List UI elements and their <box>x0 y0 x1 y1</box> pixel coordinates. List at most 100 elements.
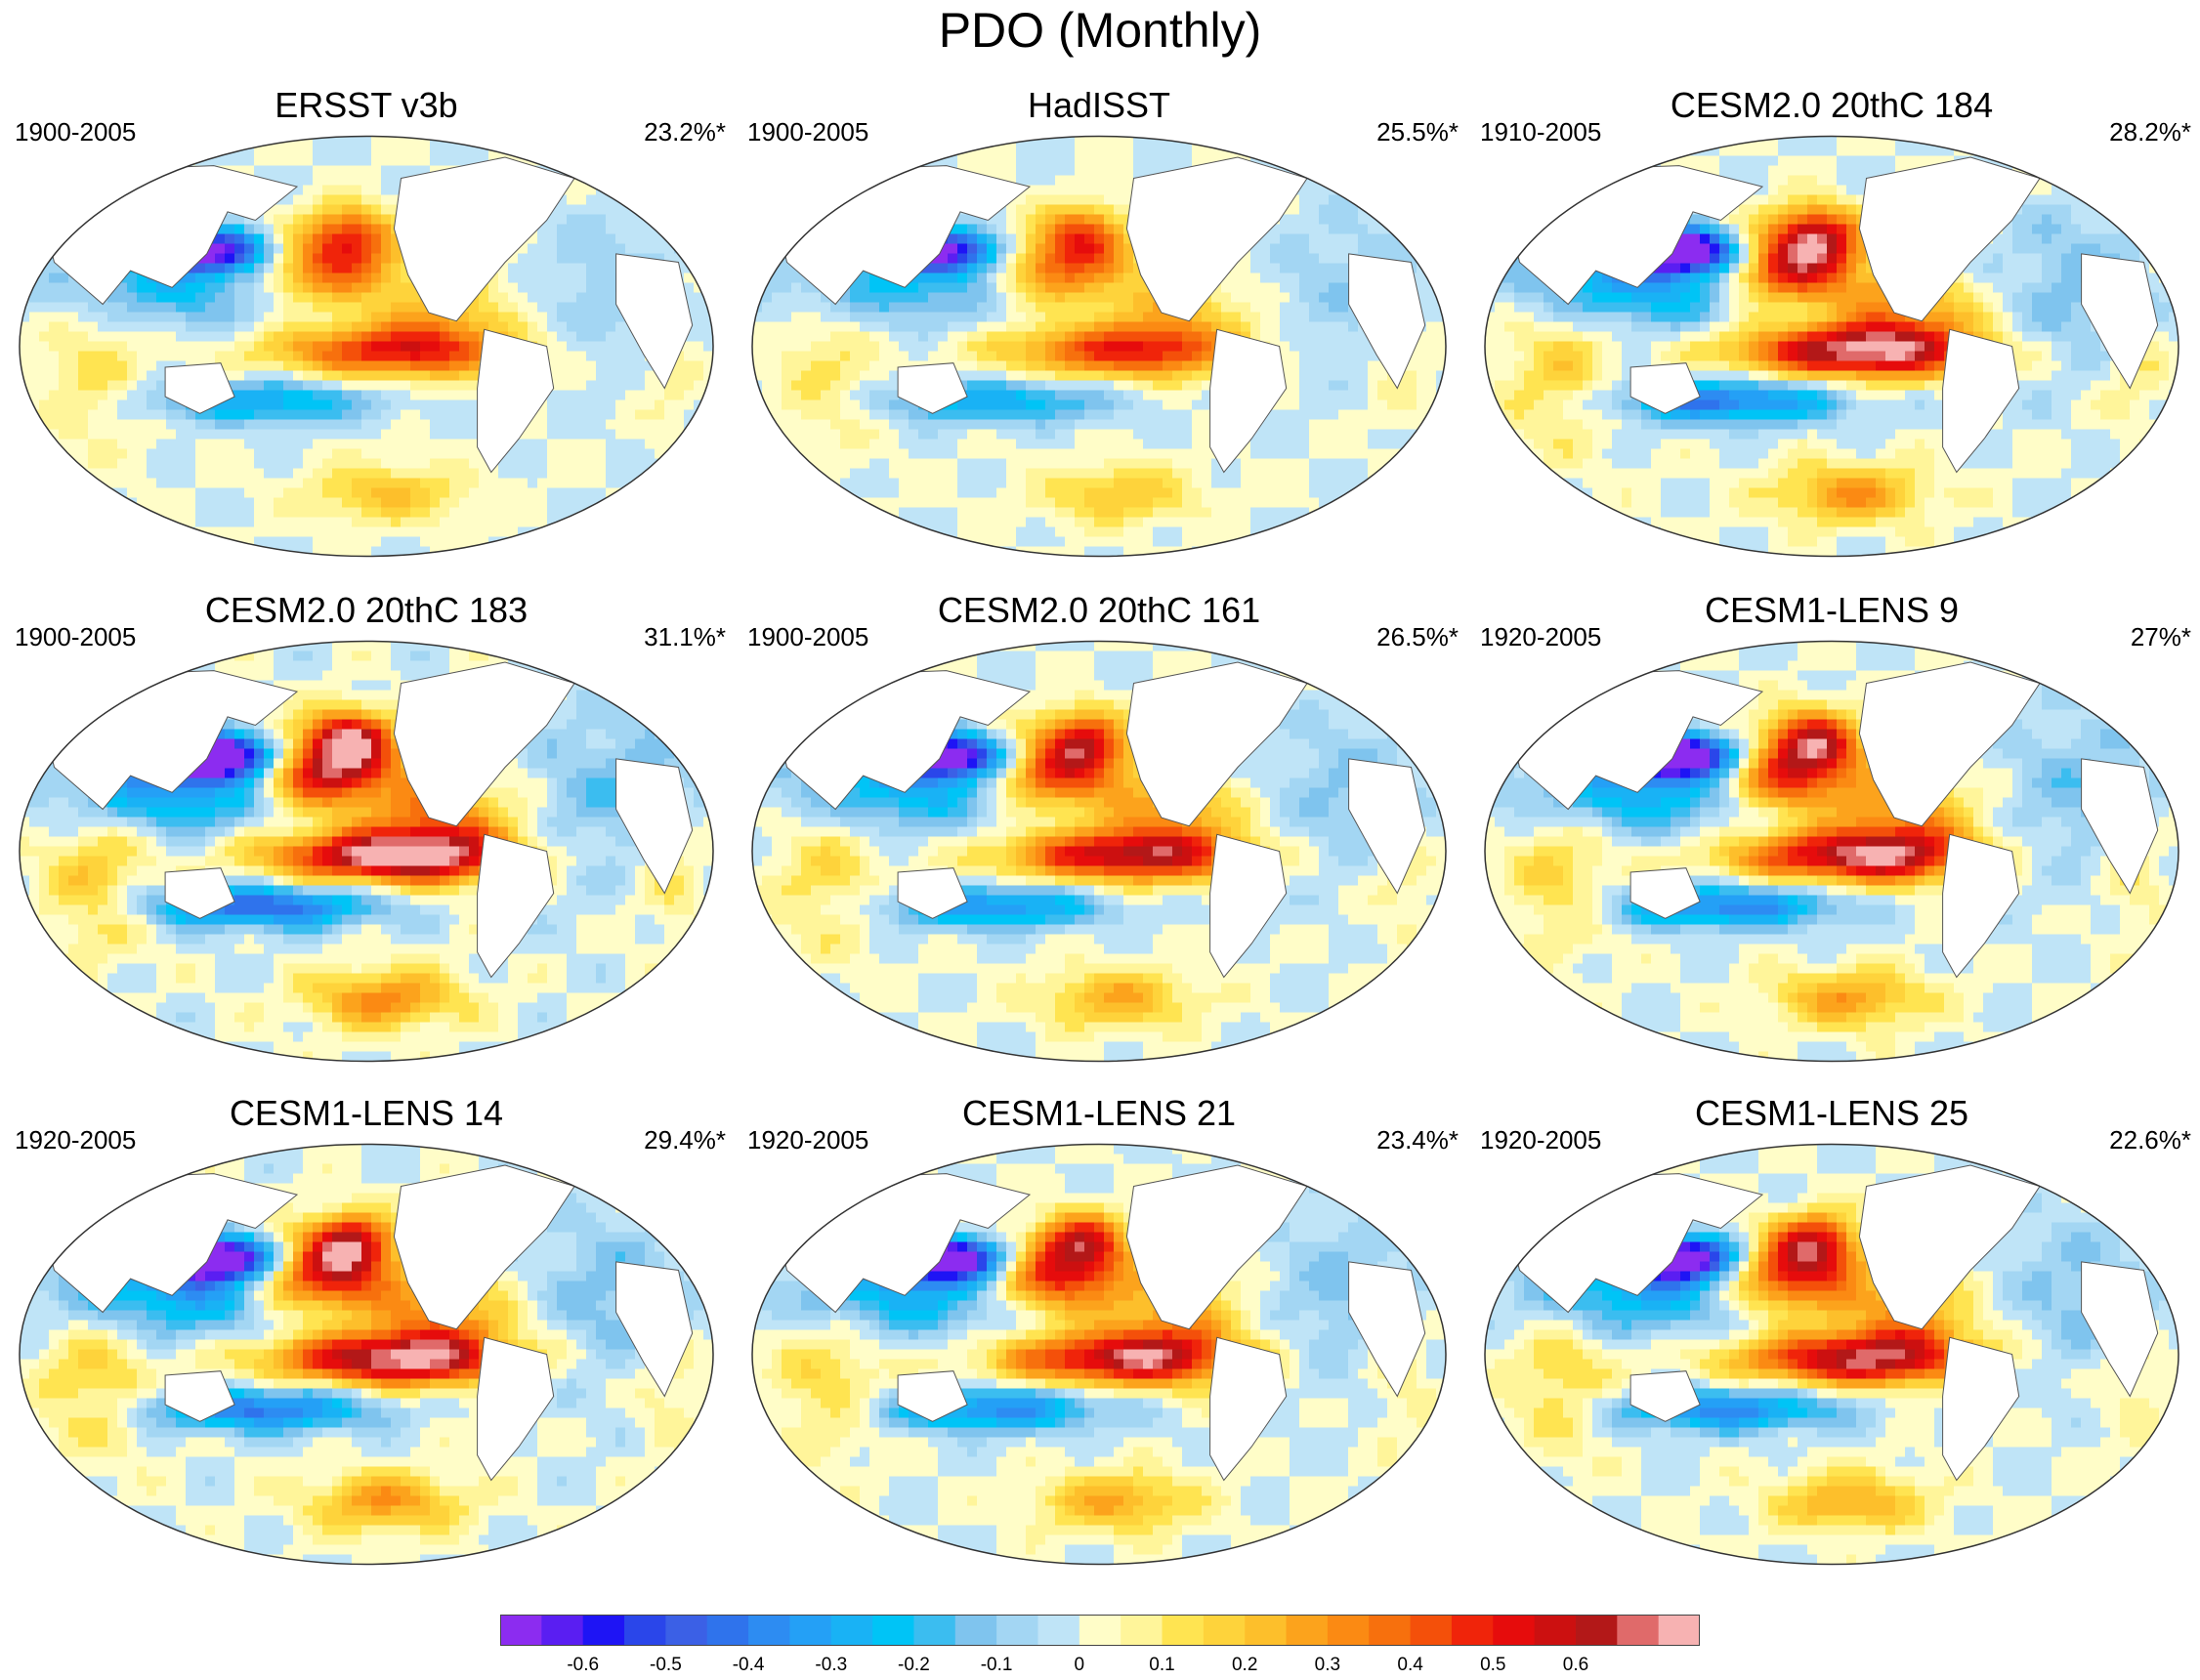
land-mass <box>1858 661 2041 827</box>
land-mass <box>897 1370 968 1422</box>
land-mass <box>1942 328 2020 474</box>
pdo-map <box>1484 640 2179 1063</box>
land-mass <box>1348 253 1426 390</box>
land-mass <box>2081 1261 2159 1398</box>
panel-title: CESM2.0 20thC 184 <box>1470 86 2193 125</box>
land-mass <box>615 253 694 390</box>
panel-years: 1920-2005 <box>747 1125 868 1155</box>
map-outline <box>751 640 1447 1063</box>
land-mass <box>615 1261 694 1398</box>
colorbar-tick-label: -0.1 <box>981 1655 1013 1676</box>
sst-anomaly-field <box>1485 136 2179 557</box>
colorbar-tick-label: -0.5 <box>650 1655 682 1676</box>
colorbar-swatch <box>1286 1615 1329 1646</box>
colorbar-swatch <box>624 1615 666 1646</box>
land-mass <box>164 362 235 414</box>
colorbar-swatch <box>830 1615 873 1646</box>
colorbar-swatch <box>1327 1615 1370 1646</box>
land-mass <box>1942 833 2020 979</box>
land-mass <box>1125 156 1308 322</box>
colorbar-tick-label: 0.2 <box>1232 1655 1257 1676</box>
colorbar-swatch <box>913 1615 956 1646</box>
pdo-map <box>751 1143 1447 1566</box>
colorbar-swatch <box>1575 1615 1618 1646</box>
sst-anomaly-field <box>20 136 713 557</box>
map-outline <box>1484 135 2179 558</box>
colorbar-swatch <box>706 1615 749 1646</box>
land-mass <box>477 328 555 474</box>
map-panel: ERSST v3b 1900-2005 23.2%* <box>5 86 728 574</box>
colorbar-swatch <box>500 1615 542 1646</box>
land-mass <box>164 1370 235 1422</box>
land-mass <box>1942 1336 2020 1482</box>
land-mass <box>897 362 968 414</box>
pdo-map <box>751 640 1447 1063</box>
land-mass <box>2024 147 2083 180</box>
colorbar-swatch <box>1037 1615 1080 1646</box>
colorbar-swatch <box>582 1615 625 1646</box>
colorbar-tick-label: -0.2 <box>898 1655 930 1676</box>
colorbar-swatch <box>1245 1615 1288 1646</box>
colorbar-swatch <box>665 1615 708 1646</box>
sst-anomaly-field <box>1485 1144 2179 1565</box>
colorbar-swatch <box>872 1615 914 1646</box>
pdo-map <box>19 1143 714 1566</box>
land-mass <box>2024 652 2083 685</box>
colorbar <box>500 1615 1700 1646</box>
colorbar-swatch <box>1410 1615 1453 1646</box>
panel-title: CESM1-LENS 21 <box>738 1094 1460 1133</box>
map-panel: CESM2.0 20thC 183 1900-2005 31.1%* <box>5 591 728 1079</box>
colorbar-swatch <box>748 1615 790 1646</box>
panel-years: 1900-2005 <box>15 622 136 651</box>
sst-anomaly-field <box>752 641 1446 1062</box>
colorbar-swatch <box>1534 1615 1577 1646</box>
map-outline <box>1484 640 2179 1063</box>
map-panel: HadISST 1900-2005 25.5%* <box>738 86 1460 574</box>
colorbar-tick-label: 0.4 <box>1397 1655 1422 1676</box>
map-outline <box>19 640 714 1063</box>
panel-variance: 28.2%* <box>2109 117 2191 147</box>
panel-years: 1910-2005 <box>1480 117 1601 147</box>
pdo-map <box>1484 1143 2179 1566</box>
land-mass <box>477 833 555 979</box>
colorbar-swatch <box>1451 1615 1494 1646</box>
land-mass <box>1125 661 1308 827</box>
colorbar-tick-label: 0.6 <box>1563 1655 1588 1676</box>
land-mass <box>1629 1370 1701 1422</box>
pdo-map <box>19 135 714 558</box>
panel-title: CESM2.0 20thC 183 <box>5 591 728 630</box>
land-mass <box>1291 147 1350 180</box>
land-mass <box>477 1336 555 1482</box>
sst-anomaly-field <box>20 641 713 1062</box>
land-mass <box>1291 1155 1350 1188</box>
map-outline <box>19 1143 714 1566</box>
map-panel: CESM2.0 20thC 184 1910-2005 28.2%* <box>1470 86 2193 574</box>
map-panel: CESM2.0 20thC 161 1900-2005 26.5%* <box>738 591 1460 1079</box>
panel-title: HadISST <box>738 86 1460 125</box>
colorbar-swatch <box>1121 1615 1163 1646</box>
land-mass <box>1209 833 1288 979</box>
colorbar-tick-label: 0.3 <box>1315 1655 1340 1676</box>
colorbar-swatch <box>541 1615 584 1646</box>
map-panel: CESM1-LENS 21 1920-2005 23.4%* <box>738 1094 1460 1582</box>
colorbar-swatch <box>789 1615 832 1646</box>
land-mass <box>1291 652 1350 685</box>
pdo-map <box>1484 135 2179 558</box>
panel-variance: 26.5%* <box>1376 622 1459 651</box>
panel-variance: 27%* <box>2131 622 2191 651</box>
map-outline <box>1484 1143 2179 1566</box>
colorbar-tick-label: 0.1 <box>1149 1655 1174 1676</box>
panel-years: 1920-2005 <box>1480 622 1601 651</box>
map-panel: CESM1-LENS 25 1920-2005 22.6%* <box>1470 1094 2193 1582</box>
panel-years: 1900-2005 <box>747 622 868 651</box>
land-mass <box>559 1155 617 1188</box>
colorbar-tick-label: 0 <box>1075 1655 1085 1676</box>
map-panel: CESM1-LENS 14 1920-2005 29.4%* <box>5 1094 728 1582</box>
land-mass <box>1125 1164 1308 1330</box>
sst-anomaly-field <box>1485 641 2179 1062</box>
land-mass <box>1348 758 1426 895</box>
panel-variance: 23.2%* <box>644 117 726 147</box>
colorbar-tick-label: -0.3 <box>815 1655 847 1676</box>
pdo-map <box>19 640 714 1063</box>
colorbar-tick-label: 0.5 <box>1480 1655 1505 1676</box>
